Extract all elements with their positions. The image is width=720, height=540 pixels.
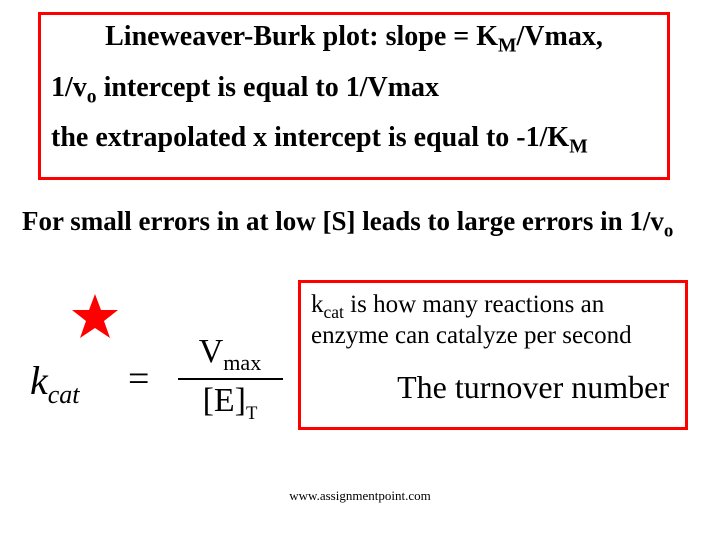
box1-line2-sub: o (87, 86, 97, 107)
box1-line2-a: 1/v (51, 72, 87, 103)
kcat-box: kcat is how many reactions an enzyme can… (298, 280, 688, 430)
formula-cat: cat (48, 380, 80, 409)
formula-numer: Vmax (170, 335, 290, 376)
formula-k: k (30, 358, 48, 403)
box1-line1-b: /Vmax, (517, 21, 603, 52)
box1-line1-a: Lineweaver-Burk plot: slope = K (105, 21, 498, 52)
formula-denom-sub: T (246, 403, 257, 424)
box1-line1-sub: M (498, 36, 517, 57)
errors-a: For small errors in at low [S] leads to … (22, 206, 664, 236)
formula-numer-sub: max (223, 350, 261, 375)
formula-lhs: kcat (30, 357, 80, 410)
box1-line3: the extrapolated x intercept is equal to… (51, 122, 657, 159)
box2-line1-a: k (311, 291, 324, 318)
box1-line3-a: the extrapolated x intercept is equal to… (51, 122, 569, 153)
footer-url: www.assignmentpoint.com (0, 488, 720, 504)
box1-line3-sub: M (569, 137, 588, 158)
box2-line2: The turnover number (311, 369, 675, 406)
formula-eq: = (128, 357, 149, 401)
formula-denom: [E]T (170, 382, 290, 424)
errors-line: For small errors in at low [S] leads to … (22, 206, 712, 242)
kcat-formula: kcat = Vmax [E]T (30, 335, 290, 425)
star-shape (72, 294, 118, 338)
box2-line1-b: is how many reactions an enzyme can cata… (311, 291, 632, 349)
formula-numer-a: V (199, 333, 224, 370)
formula-denom-a: [E] (203, 382, 246, 419)
lineweaver-box: Lineweaver-Burk plot: slope = KM/Vmax, 1… (38, 12, 670, 180)
box2-line1: kcat is how many reactions an enzyme can… (311, 291, 675, 351)
box1-line2: 1/vo intercept is equal to 1/Vmax (51, 72, 657, 109)
box1-line2-b: intercept is equal to 1/Vmax (97, 72, 439, 103)
formula-fraction: Vmax [E]T (170, 335, 290, 423)
box2-line1-sub: cat (324, 302, 344, 322)
formula-bar (178, 378, 283, 380)
box1-line1: Lineweaver-Burk plot: slope = KM/Vmax, (51, 21, 657, 58)
errors-sub: o (664, 220, 673, 241)
